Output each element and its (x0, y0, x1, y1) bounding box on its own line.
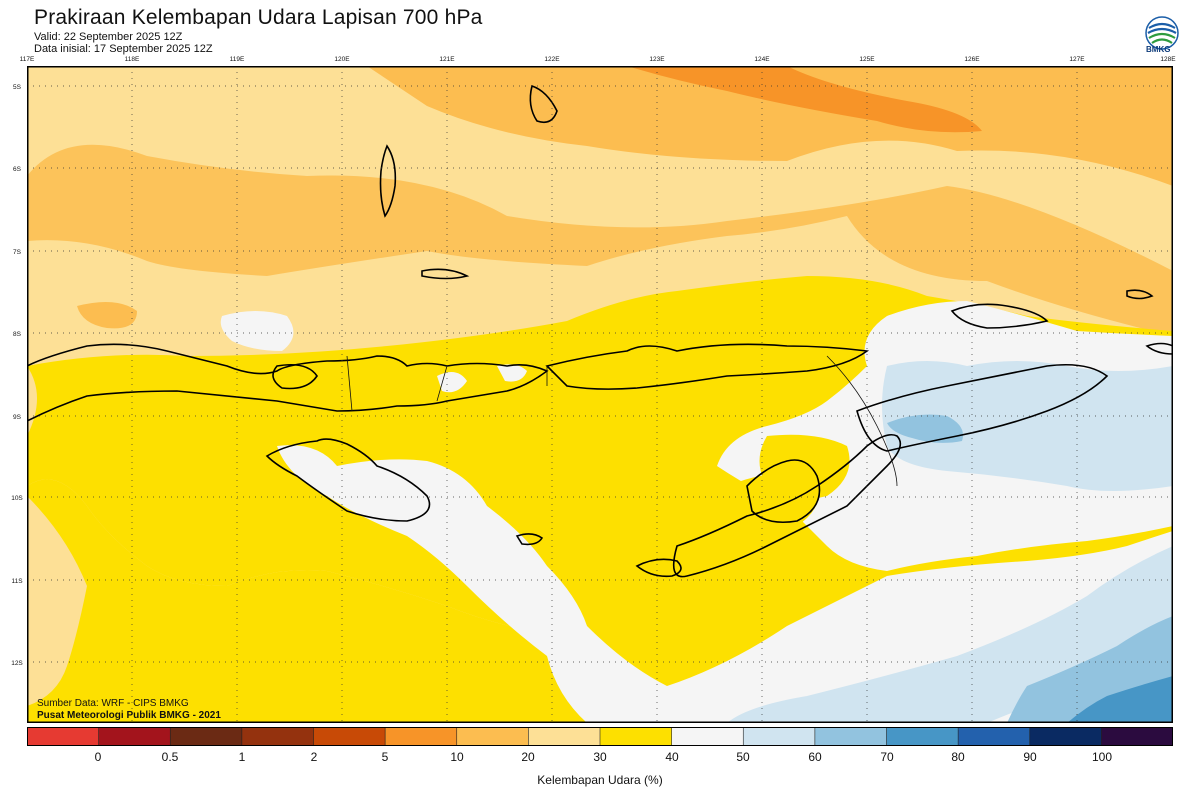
data-source: Sumber Data: WRF - CIPS BMKG (37, 698, 189, 709)
organization: Pusat Meteorologi Publik BMKG - 2021 (37, 710, 221, 721)
colorbar-label: 1 (238, 750, 246, 764)
colorbar-swatch (1101, 727, 1173, 746)
colorbar-label: 100 (1091, 750, 1113, 764)
humidity-map: 117E (27, 66, 1173, 723)
colorbar-label: 40 (665, 750, 679, 764)
colorbar-swatch (528, 727, 601, 746)
colorbar-border (27, 727, 1173, 746)
colorbar-swatch (886, 727, 959, 746)
lon-label-123E: 123E (649, 56, 665, 63)
lon-label-126E: 126E (964, 56, 980, 63)
page-title: Prakiraan Kelembapan Udara Lapisan 700 h… (34, 6, 483, 29)
colorbar-swatch (313, 727, 386, 746)
colorbar (27, 727, 1173, 746)
lon-label-120E: 120E (334, 56, 350, 63)
colorbar-swatch (743, 727, 816, 746)
colorbar-label: 2 (310, 750, 318, 764)
valid-time: Valid: 22 September 2025 12Z (34, 31, 183, 43)
lon-label-128E: 128E (1160, 56, 1176, 63)
lon-label-117E: 117E (20, 56, 35, 63)
colorbar-label: 0 (94, 750, 102, 764)
colorbar-label: 30 (593, 750, 607, 764)
colorbar-swatch (170, 727, 243, 746)
lat-label-7S: 7S (13, 249, 22, 256)
colorbar-swatch (385, 727, 458, 746)
init-time: Data inisial: 17 September 2025 12Z (34, 43, 213, 55)
lat-label-8S: 8S (13, 331, 22, 338)
colorbar-title: Kelembapan Udara (%) (537, 773, 663, 787)
lat-label-12S: 12S (11, 660, 23, 667)
colorbar-label: 0.5 (161, 750, 179, 764)
colorbar-swatch (958, 727, 1031, 746)
lat-label-9S: 9S (13, 414, 22, 421)
lon-label-124E: 124E (754, 56, 770, 63)
lat-label-5S: 5S (13, 84, 22, 91)
lon-label-119E: 119E (230, 56, 245, 63)
colorbar-label: 60 (808, 750, 822, 764)
colorbar-swatch (814, 727, 888, 746)
colorbar-label: 50 (736, 750, 750, 764)
bmkg-logo-icon (1145, 16, 1179, 50)
colorbar-label: 70 (880, 750, 894, 764)
lat-label-10S: 10S (11, 495, 23, 502)
colorbar-swatch (600, 727, 673, 746)
colorbar-swatch (671, 727, 744, 746)
colorbar-label: 5 (381, 750, 389, 764)
colorbar-swatch (241, 727, 315, 746)
colorbar-swatch (98, 727, 171, 746)
colorbar-label: 80 (951, 750, 965, 764)
lon-label-118E: 118E (125, 56, 140, 63)
colorbar-label: 10 (450, 750, 464, 764)
bmkg-logo-text: BMKG (1146, 45, 1171, 54)
lat-label-11S: 11S (11, 578, 23, 585)
lon-label-125E: 125E (859, 56, 875, 63)
lon-label-127E: 127E (1069, 56, 1085, 63)
lat-label-6S: 6S (13, 166, 22, 173)
colorbar-swatch (456, 727, 529, 746)
lon-label-121E: 121E (439, 56, 455, 63)
colorbar-label: 90 (1023, 750, 1037, 764)
colorbar-swatch (27, 727, 100, 746)
colorbar-label: 20 (521, 750, 535, 764)
colorbar-swatch (1029, 727, 1102, 746)
lon-label-122E: 122E (544, 56, 560, 63)
